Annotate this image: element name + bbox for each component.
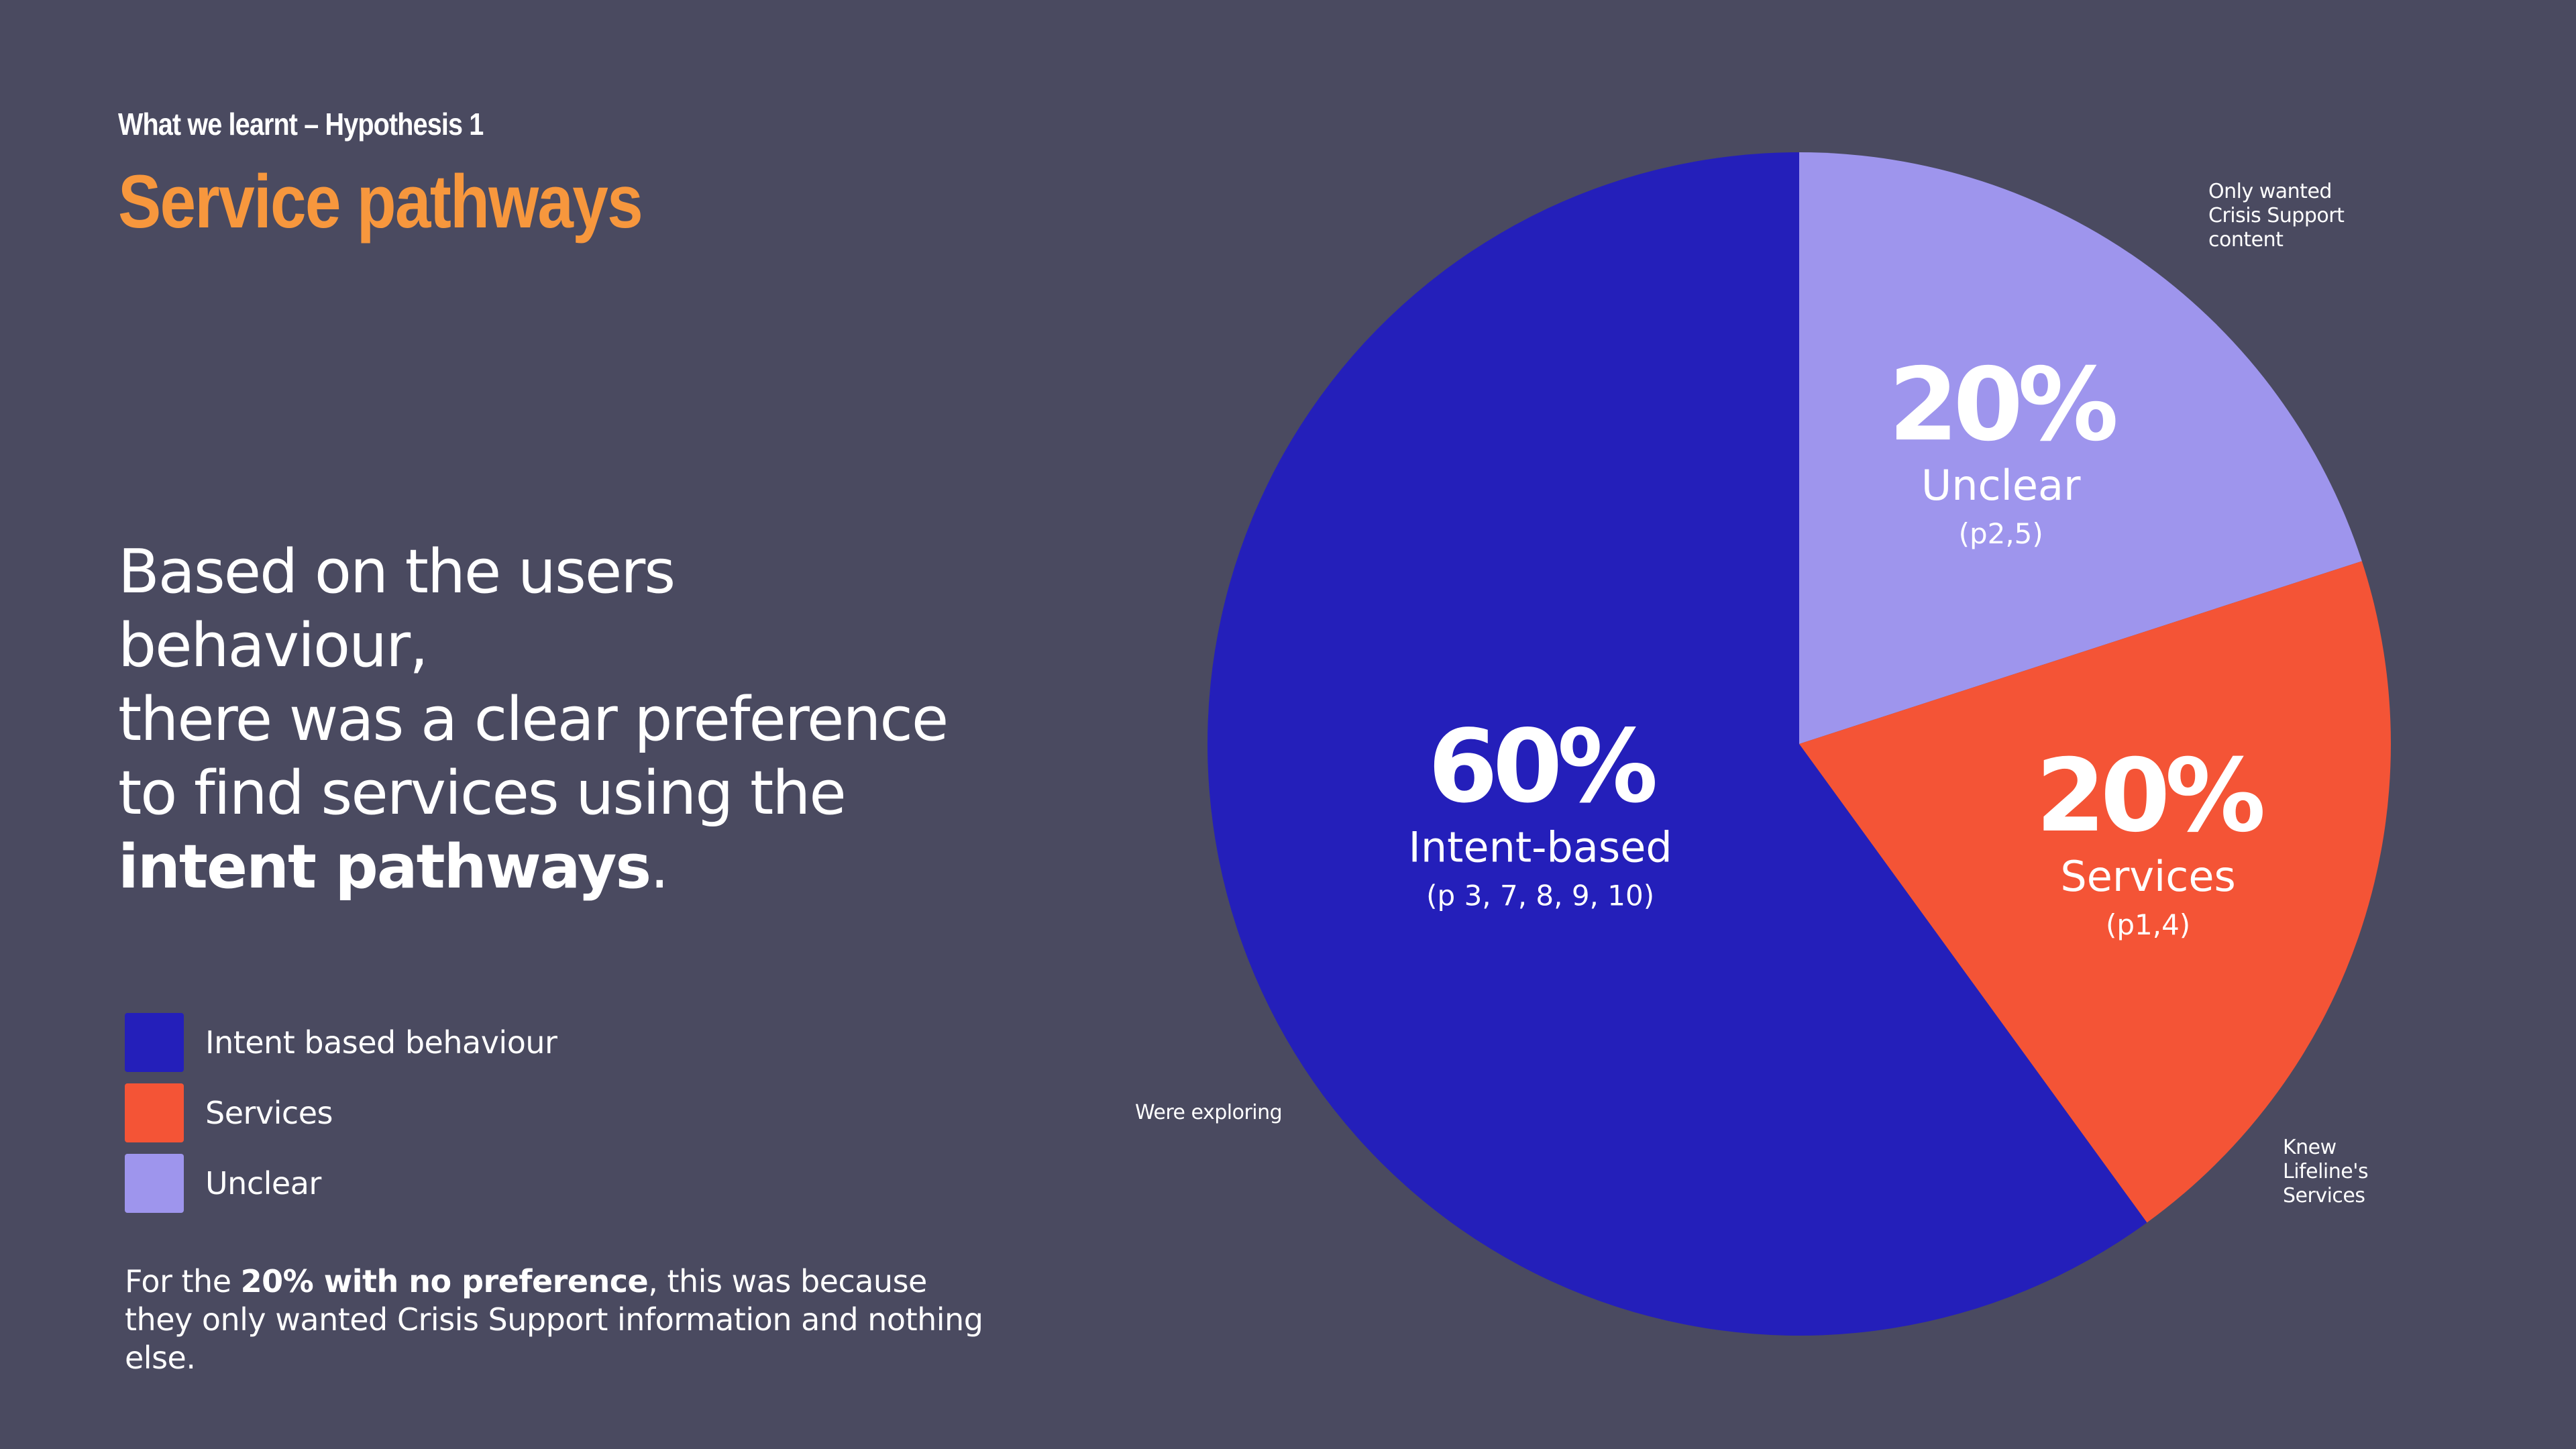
slice-participants-services: (p1,4) (2106, 908, 2190, 941)
callout-unclear: Only wanted Crisis Support content (2208, 180, 2345, 252)
footnote-suffix: , this was because they only wanted Cris… (125, 1263, 983, 1376)
footnote-bold: 20% with no preference (240, 1263, 649, 1299)
page-title: Service pathways (118, 160, 643, 244)
slice-percent-intent-based: 60% (1428, 708, 1656, 825)
legend-swatch-unclear (125, 1154, 184, 1213)
statement-line-3: to find services using the (118, 758, 847, 828)
footnote: For the 20% with no preference, this was… (125, 1263, 997, 1377)
pie-slice-services (1799, 561, 2391, 1223)
statement-emphasis: intent pathways (118, 832, 651, 902)
legend-item-intent: Intent based behaviour (125, 1013, 557, 1072)
legend-label-unclear: Unclear (205, 1165, 321, 1201)
eyebrow-label: What we learnt – Hypothesis 1 (118, 107, 484, 142)
statement-line-4: intent pathways. (118, 830, 990, 904)
chart-legend: Intent based behaviour Services Unclear (125, 1013, 557, 1224)
callout-services: Knew Lifeline's Services (2283, 1136, 2369, 1208)
slice-percent-services: 20% (2036, 738, 2263, 855)
slice-participants-unclear: (p2,5) (1959, 517, 2043, 550)
slice-label-unclear: Unclear (1921, 461, 2081, 510)
legend-label-intent: Intent based behaviour (205, 1024, 557, 1061)
legend-swatch-intent (125, 1013, 184, 1072)
slice-participants-intent-based: (p 3, 7, 8, 9, 10) (1426, 879, 1654, 912)
pie-slice-intent-based (1208, 152, 2147, 1336)
statement-line-2: there was a clear preference (118, 684, 949, 755)
legend-item-unclear: Unclear (125, 1154, 557, 1213)
slice-label-intent-based: Intent-based (1409, 822, 1672, 871)
legend-label-services: Services (205, 1095, 333, 1131)
key-statement: Based on the users behaviour, there was … (118, 535, 990, 904)
legend-swatch-services (125, 1083, 184, 1142)
slice-label-services: Services (2060, 852, 2235, 901)
callout-intent: Were exploring (1135, 1101, 1283, 1124)
footnote-prefix: For the (125, 1263, 241, 1299)
slice-percent-unclear: 20% (1888, 347, 2116, 464)
legend-item-services: Services (125, 1083, 557, 1142)
pie-slice-unclear (1799, 152, 2362, 744)
statement-line-1: Based on the users behaviour, (118, 537, 676, 681)
statement-end: . (650, 832, 669, 902)
